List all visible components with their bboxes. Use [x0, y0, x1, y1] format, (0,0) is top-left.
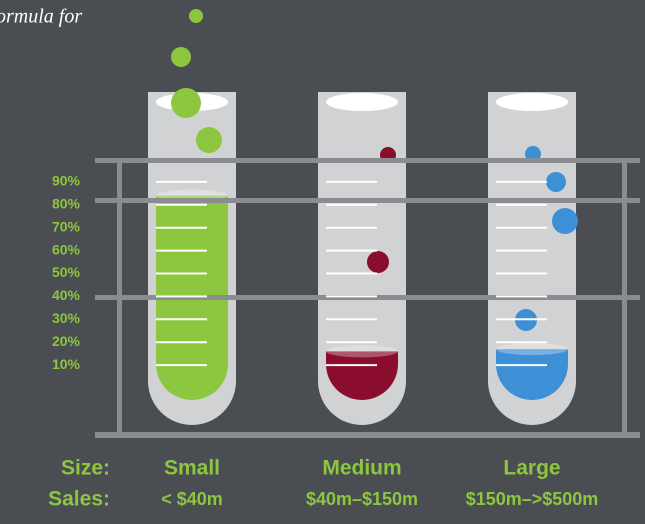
y-tick-label: 80% — [52, 196, 81, 212]
y-tick-label: 90% — [52, 173, 81, 189]
title: ormula for — [0, 6, 82, 28]
liquid — [496, 349, 568, 400]
tube-mouth — [496, 93, 568, 111]
size-label: Large — [503, 457, 560, 480]
liquid-surface — [326, 345, 398, 358]
bubbles — [171, 9, 578, 331]
sales-label: $150m–>$500m — [466, 489, 599, 509]
y-tick-label: 20% — [52, 333, 81, 349]
row-label: Sales: — [48, 488, 110, 511]
y-tick-label: 60% — [52, 241, 81, 257]
liquid-surface — [496, 343, 568, 356]
y-tick-label: 70% — [52, 218, 81, 234]
size-label: Medium — [322, 457, 401, 480]
y-tick-label: 30% — [52, 310, 81, 326]
liquid — [326, 351, 398, 400]
size-label: Small — [164, 457, 220, 480]
y-tick-label: 10% — [52, 356, 81, 372]
sales-label: < $40m — [161, 489, 223, 509]
y-tick-label: 40% — [52, 287, 81, 303]
sales-label: $40m–$150m — [306, 489, 418, 509]
row-label: Size: — [61, 457, 110, 480]
tube-mouth — [326, 93, 398, 111]
rack — [95, 158, 640, 438]
y-tick-label: 50% — [52, 264, 81, 280]
